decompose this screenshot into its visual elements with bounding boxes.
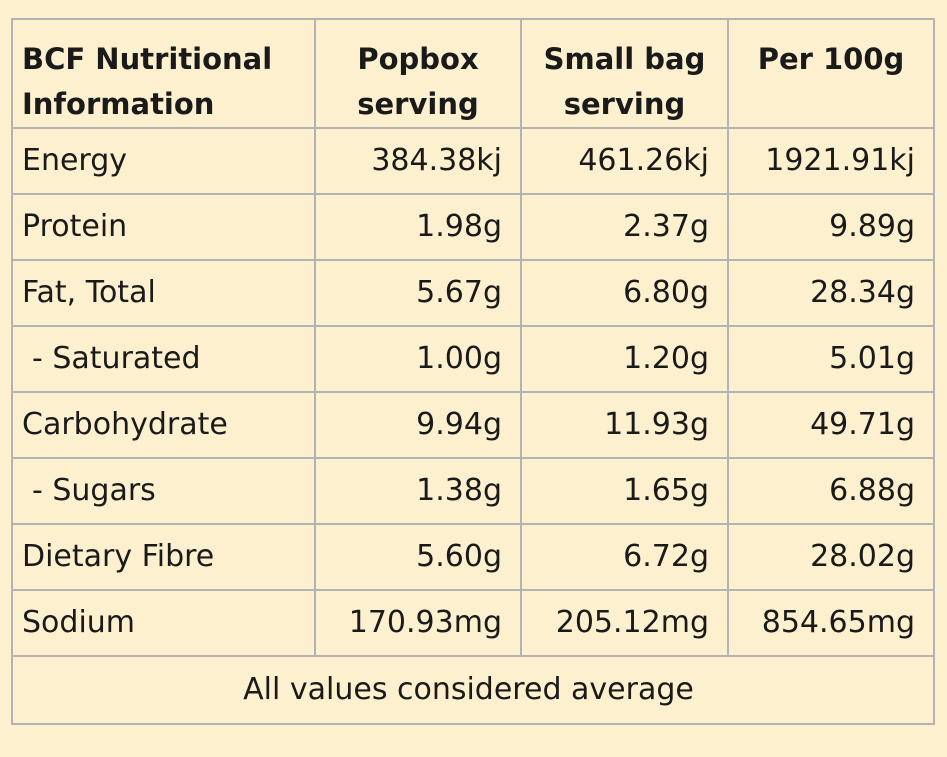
- header-popbox-serving: Popbox serving: [314, 18, 522, 129]
- per-100g-value: 1921.91kj: [727, 127, 935, 195]
- table-row: Sodium 170.93mg 205.12mg 854.65mg: [11, 589, 935, 657]
- header-small-bag-serving: Small bag serving: [520, 18, 729, 129]
- small-bag-value: 1.20g: [520, 325, 729, 393]
- header-nutrition-info: BCF Nutritional Information: [11, 18, 316, 129]
- per-100g-value: 28.02g: [727, 523, 935, 591]
- row-label: Protein: [11, 193, 316, 261]
- row-label: Sodium: [11, 589, 316, 657]
- small-bag-value: 6.80g: [520, 259, 729, 327]
- small-bag-value: 6.72g: [520, 523, 729, 591]
- per-100g-value: 854.65mg: [727, 589, 935, 657]
- row-label: Fat, Total: [11, 259, 316, 327]
- per-100g-value: 49.71g: [727, 391, 935, 459]
- per-100g-value: 6.88g: [727, 457, 935, 525]
- table-row: Fat, Total 5.67g 6.80g 28.34g: [11, 259, 935, 327]
- header-per-100g: Per 100g: [727, 18, 935, 129]
- popbox-value: 5.67g: [314, 259, 522, 327]
- row-label: - Saturated: [11, 325, 316, 393]
- per-100g-value: 5.01g: [727, 325, 935, 393]
- nutrition-table-container: BCF Nutritional Information Popbox servi…: [11, 18, 935, 725]
- footer-row: All values considered average: [11, 655, 935, 725]
- popbox-value: 1.98g: [314, 193, 522, 261]
- popbox-value: 384.38kj: [314, 127, 522, 195]
- table-row: Carbohydrate 9.94g 11.93g 49.71g: [11, 391, 935, 459]
- small-bag-value: 11.93g: [520, 391, 729, 459]
- table-header: BCF Nutritional Information Popbox servi…: [11, 18, 935, 129]
- table-row: Dietary Fibre 5.60g 6.72g 28.02g: [11, 523, 935, 591]
- per-100g-value: 28.34g: [727, 259, 935, 327]
- popbox-value: 1.38g: [314, 457, 522, 525]
- small-bag-value: 1.65g: [520, 457, 729, 525]
- footer-note: All values considered average: [11, 655, 935, 725]
- row-label: Dietary Fibre: [11, 523, 316, 591]
- popbox-value: 170.93mg: [314, 589, 522, 657]
- table-footer: All values considered average: [11, 655, 935, 725]
- nutrition-table: BCF Nutritional Information Popbox servi…: [11, 18, 935, 725]
- header-row: BCF Nutritional Information Popbox servi…: [11, 18, 935, 129]
- table-row: - Sugars 1.38g 1.65g 6.88g: [11, 457, 935, 525]
- table-row: Energy 384.38kj 461.26kj 1921.91kj: [11, 127, 935, 195]
- small-bag-value: 461.26kj: [520, 127, 729, 195]
- row-label: Energy: [11, 127, 316, 195]
- popbox-value: 9.94g: [314, 391, 522, 459]
- table-row: Protein 1.98g 2.37g 9.89g: [11, 193, 935, 261]
- small-bag-value: 205.12mg: [520, 589, 729, 657]
- row-label: - Sugars: [11, 457, 316, 525]
- table-row: - Saturated 1.00g 1.20g 5.01g: [11, 325, 935, 393]
- popbox-value: 5.60g: [314, 523, 522, 591]
- table-body: Energy 384.38kj 461.26kj 1921.91kj Prote…: [11, 127, 935, 657]
- per-100g-value: 9.89g: [727, 193, 935, 261]
- popbox-value: 1.00g: [314, 325, 522, 393]
- row-label: Carbohydrate: [11, 391, 316, 459]
- small-bag-value: 2.37g: [520, 193, 729, 261]
